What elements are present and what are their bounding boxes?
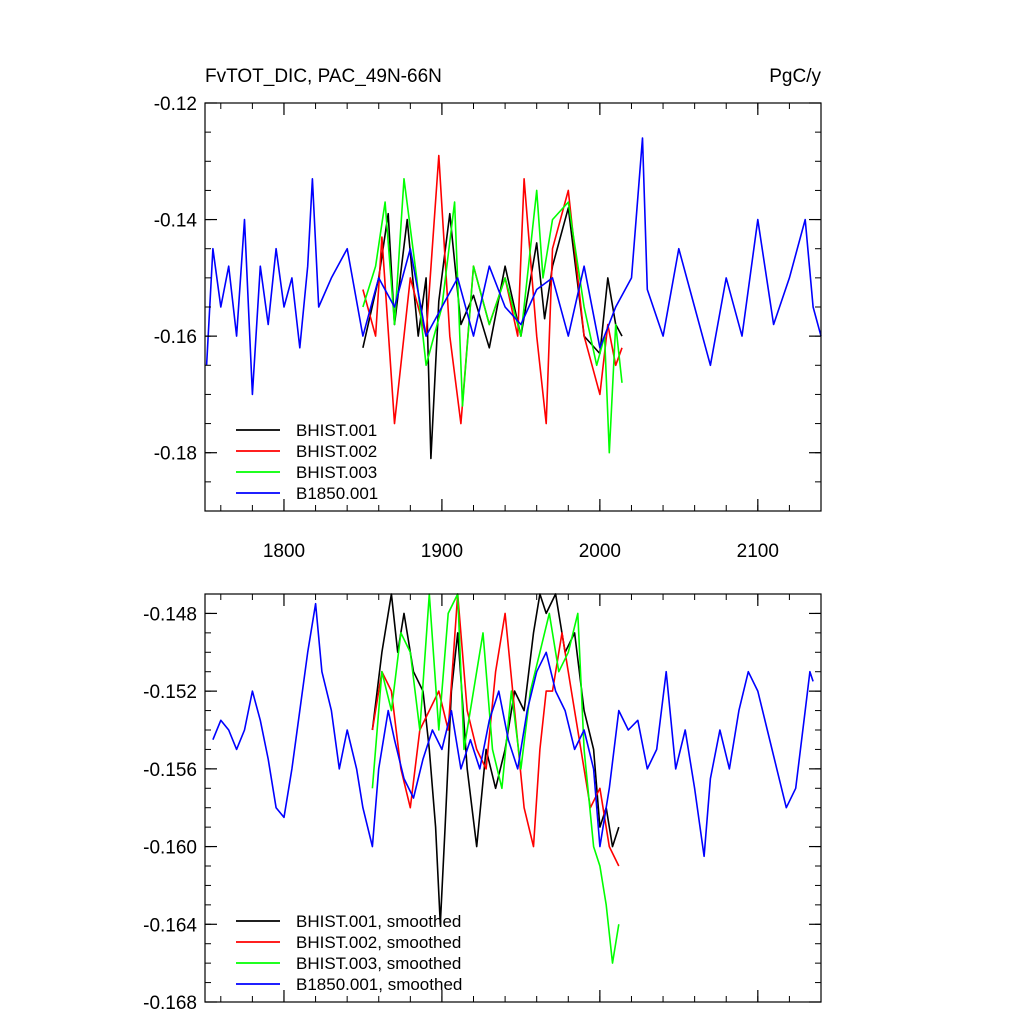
legend-label: BHIST.002 bbox=[296, 442, 377, 461]
series-line-3 bbox=[362, 178, 623, 454]
legend-label: BHIST.003 bbox=[296, 463, 377, 482]
series-line-2 bbox=[362, 154, 623, 425]
x-tick-label: 2000 bbox=[579, 541, 621, 562]
x-tick-label: 2100 bbox=[737, 541, 779, 562]
y-tick-label: -0.18 bbox=[154, 444, 197, 465]
series-lines bbox=[205, 137, 822, 460]
smoothed-series-lines bbox=[212, 593, 814, 964]
legend-label: BHIST.002, smoothed bbox=[296, 933, 461, 952]
y-tick-label: -0.168 bbox=[143, 993, 197, 1014]
series-line-2 bbox=[371, 593, 620, 867]
y-tick-label: -0.156 bbox=[143, 760, 197, 781]
series-line-4 bbox=[205, 137, 822, 396]
y-tick-label: -0.160 bbox=[143, 838, 197, 859]
x-tick-label: 1900 bbox=[421, 541, 463, 562]
axis-ticks: -0.12 -0.14 -0.16 -0.18 1800 1900 2000 2100 bbox=[154, 94, 822, 562]
series-line-3 bbox=[371, 593, 620, 964]
top-panel: FvTOT_DIC, PAC_49N-66N PgC/y -0.12-0.14-… bbox=[154, 66, 822, 562]
units-label: PgC/y bbox=[769, 66, 821, 87]
plot-frame bbox=[204, 593, 822, 1003]
legend-label: BHIST.001, smoothed bbox=[296, 912, 461, 931]
bottom-panel: -0.148 -0.152 -0.156 -0.160 -0.164 -0.168 BHI… bbox=[143, 593, 822, 1014]
axis-ticks: -0.148 -0.152 -0.156 -0.160 -0.164 -0.168 bbox=[143, 593, 822, 1014]
y-tick-label: -0.14 bbox=[154, 211, 198, 232]
series-line-4 bbox=[212, 602, 814, 858]
y-tick-label: -0.12 bbox=[154, 94, 197, 115]
y-tick-label: -0.152 bbox=[143, 682, 197, 703]
legend-label: B1850.001, smoothed bbox=[296, 975, 462, 994]
y-tick-label: -0.164 bbox=[143, 915, 197, 936]
legend: BHIST.001, smoothed BHIST.002, smoothed BH… bbox=[236, 912, 462, 994]
legend-label: BHIST.001 bbox=[296, 421, 377, 440]
y-tick-label: -0.148 bbox=[143, 604, 197, 625]
series-line-1 bbox=[371, 593, 620, 926]
legend-label: BHIST.003, smoothed bbox=[296, 954, 461, 973]
x-tick-label: 1800 bbox=[263, 541, 305, 562]
series-line-1 bbox=[362, 207, 623, 460]
chart-title: FvTOT_DIC, PAC_49N-66N bbox=[205, 66, 442, 87]
legend: BHIST.001 BHIST.002 BHIST.003 B1850.001 bbox=[236, 421, 378, 503]
y-tick-label: -0.16 bbox=[154, 327, 197, 348]
legend-label: B1850.001 bbox=[296, 484, 378, 503]
